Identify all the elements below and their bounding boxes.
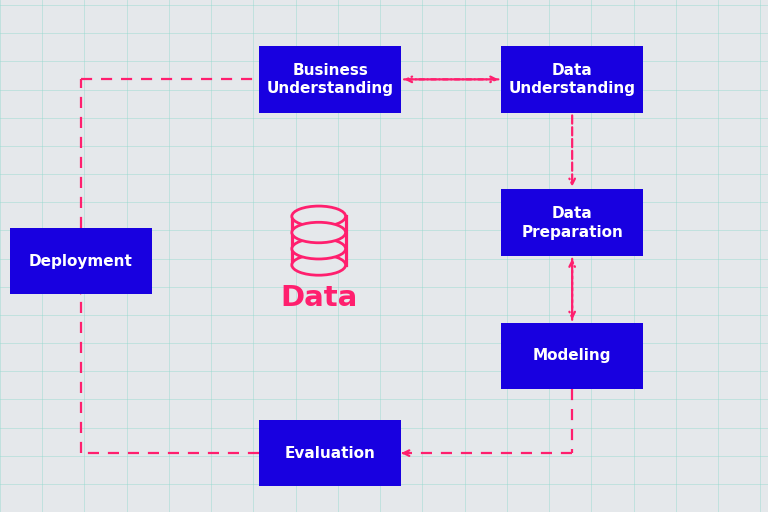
Text: Data
Understanding: Data Understanding (508, 62, 636, 96)
Bar (292, 216, 346, 265)
Ellipse shape (292, 254, 346, 275)
FancyBboxPatch shape (501, 323, 643, 389)
Text: Business
Understanding: Business Understanding (266, 62, 394, 96)
Text: Data
Preparation: Data Preparation (521, 206, 623, 240)
FancyBboxPatch shape (501, 46, 643, 113)
Text: Data: Data (280, 284, 357, 312)
FancyBboxPatch shape (501, 189, 643, 256)
FancyBboxPatch shape (260, 420, 401, 486)
FancyBboxPatch shape (260, 46, 401, 113)
Ellipse shape (292, 239, 346, 259)
Text: Evaluation: Evaluation (285, 445, 376, 461)
FancyBboxPatch shape (9, 228, 152, 294)
Text: Modeling: Modeling (533, 348, 611, 364)
Ellipse shape (292, 206, 346, 226)
Ellipse shape (292, 222, 346, 243)
Text: Deployment: Deployment (28, 253, 133, 269)
